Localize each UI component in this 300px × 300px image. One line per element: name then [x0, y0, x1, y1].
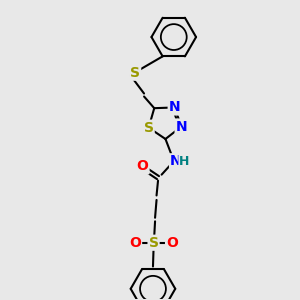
Text: O: O	[129, 236, 141, 250]
Text: H: H	[179, 155, 189, 168]
Text: S: S	[130, 66, 140, 80]
Text: S: S	[144, 121, 154, 135]
Text: O: O	[166, 236, 178, 250]
Text: O: O	[136, 159, 148, 173]
Text: N: N	[170, 154, 182, 168]
Text: S: S	[148, 236, 159, 250]
Text: N: N	[176, 119, 187, 134]
Text: N: N	[169, 100, 180, 115]
